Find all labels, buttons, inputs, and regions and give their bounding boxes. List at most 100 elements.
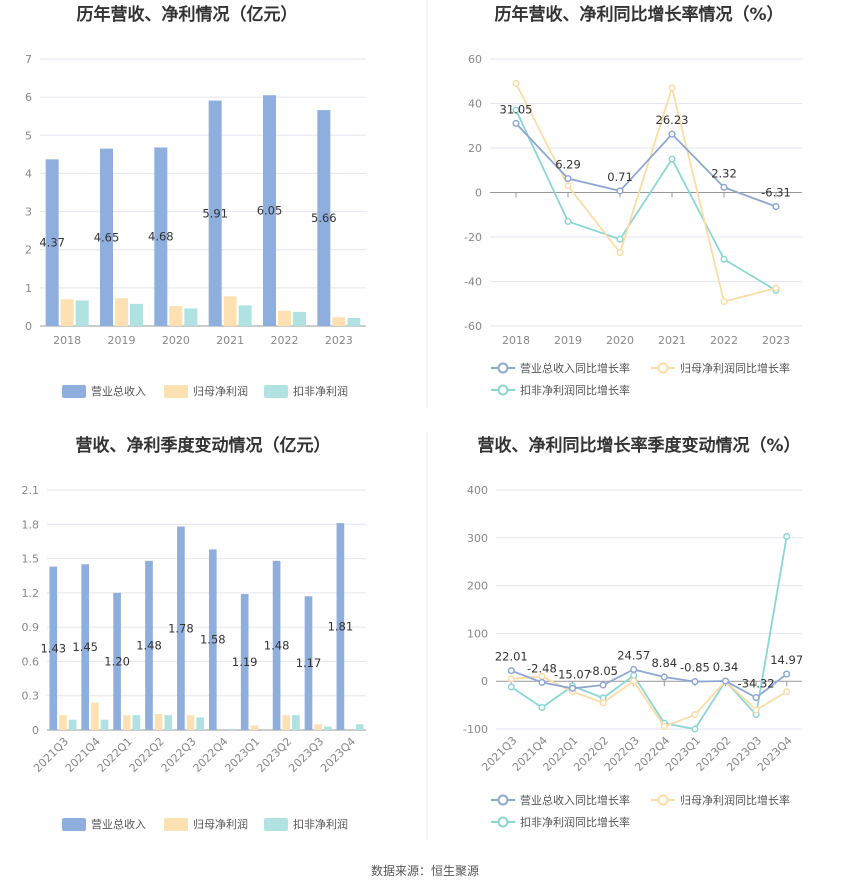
y-tick-label: 0 (25, 320, 32, 333)
bar-data-label: 1.58 (200, 633, 226, 647)
x-tick-label: 2023 (325, 334, 353, 347)
y-tick-label: 7 (25, 53, 32, 66)
bar (60, 299, 74, 326)
data-point (568, 684, 577, 692)
line-data-label: -34.32 (738, 677, 775, 691)
bar-data-label: 4.68 (148, 230, 174, 244)
legend-swatch (164, 385, 188, 398)
y-tick-label: 4 (25, 167, 32, 180)
chart-title: 营收、净利同比增长率季度变动情况（%） (477, 435, 800, 456)
data-point (564, 217, 572, 225)
legend-label: 归母净利润 (193, 817, 248, 831)
bar (250, 725, 259, 730)
bar (49, 566, 58, 730)
bar (332, 317, 346, 326)
y-tick-label: 0 (32, 724, 39, 737)
bar (130, 303, 143, 326)
bar-data-label: 1.19 (232, 655, 258, 669)
bar (238, 305, 252, 326)
y-tick-label: 0 (481, 675, 488, 688)
legend-swatch (264, 818, 288, 831)
data-point (783, 670, 791, 678)
series-line (515, 122, 777, 208)
data-point (783, 688, 791, 696)
data-point (630, 665, 638, 674)
data-point (772, 284, 780, 292)
y-tick-label: 300 (467, 532, 488, 545)
data-point (538, 678, 546, 686)
data-point (507, 683, 515, 691)
data-point (720, 183, 728, 191)
line-data-label: 26.23 (656, 113, 689, 127)
y-tick-label: 400 (467, 484, 488, 497)
bar (68, 719, 77, 730)
data-point (752, 706, 760, 714)
bar (91, 702, 99, 730)
legend-marker (657, 362, 669, 374)
bar (45, 159, 59, 326)
bar (100, 719, 109, 730)
bar-data-label: 1.48 (136, 638, 162, 652)
legend-label: 扣非净利润 (293, 817, 348, 831)
bar (154, 714, 163, 730)
data-point (512, 119, 520, 127)
data-point (630, 671, 638, 680)
bar (59, 715, 67, 730)
data-point (783, 532, 791, 540)
y-tick-label: -40 (464, 276, 482, 289)
bar (317, 110, 331, 327)
bar-data-label: 6.05 (257, 204, 283, 218)
x-tick-label: 2019 (108, 334, 136, 347)
bar (154, 147, 168, 326)
data-point (512, 106, 520, 114)
y-tick-label: -20 (464, 231, 482, 244)
legend-swatch (164, 818, 188, 831)
legend-label: 扣非净利润同比增长率 (520, 815, 630, 829)
legend-marker (497, 384, 509, 396)
bar (282, 715, 291, 730)
bar (100, 148, 113, 326)
series-line (510, 536, 788, 730)
x-tick-label: 2018 (53, 334, 81, 347)
x-tick-label: 2022 (710, 334, 738, 347)
bar (263, 95, 276, 326)
legend-label: 扣非净利润同比增长率 (520, 383, 630, 397)
data-point (630, 677, 638, 685)
bar (314, 724, 322, 730)
data-point (721, 677, 730, 685)
line-data-label: -15.07 (554, 667, 591, 681)
y-tick-label: 2 (25, 244, 32, 257)
data-point (660, 673, 668, 681)
x-tick-label: 2023Q4 (318, 735, 358, 775)
y-tick-label: 1.5 (22, 553, 40, 566)
bar (122, 715, 131, 730)
quarterly-revenue-profit-chart: 营收、净利季度变动情况（亿元） 0 0.3 0.6 0.9 1.2 1.5 1.8 2.1 1.4… (22, 435, 366, 831)
bar (115, 298, 128, 326)
annual-revenue-profit-chart: 历年营收、净利情况（亿元） 0 1 2 3 4 5 6 7 4.37 2018 4.65 2019 4.6… (25, 4, 366, 398)
line-data-label: 0.34 (713, 660, 739, 674)
chart-title: 历年营收、净利同比增长率情况（%） (494, 4, 783, 25)
y-tick-label: 0.3 (22, 690, 40, 703)
data-point (668, 130, 676, 138)
x-tick-label: 2023 (762, 334, 790, 347)
bar-data-label: 1.17 (296, 656, 322, 670)
x-tick-label: 2019 (554, 334, 582, 347)
bar-data-label: 5.91 (202, 206, 228, 220)
bar (177, 526, 185, 730)
line-data-label: 24.57 (617, 648, 650, 662)
line-data-label: 6.29 (555, 158, 581, 172)
y-tick-label: -60 (464, 320, 482, 333)
data-point (691, 678, 699, 686)
bar (208, 100, 222, 326)
y-tick-label: 3 (25, 206, 32, 219)
bar (75, 300, 89, 326)
y-tick-label: 1 (25, 282, 32, 295)
y-tick-label: 2.1 (22, 484, 40, 497)
series-line (511, 675, 788, 728)
bar (184, 308, 198, 326)
line-data-label: 0.71 (607, 170, 633, 184)
y-tick-label: 60 (468, 53, 482, 66)
legend-marker (497, 794, 509, 806)
bar (336, 523, 345, 730)
